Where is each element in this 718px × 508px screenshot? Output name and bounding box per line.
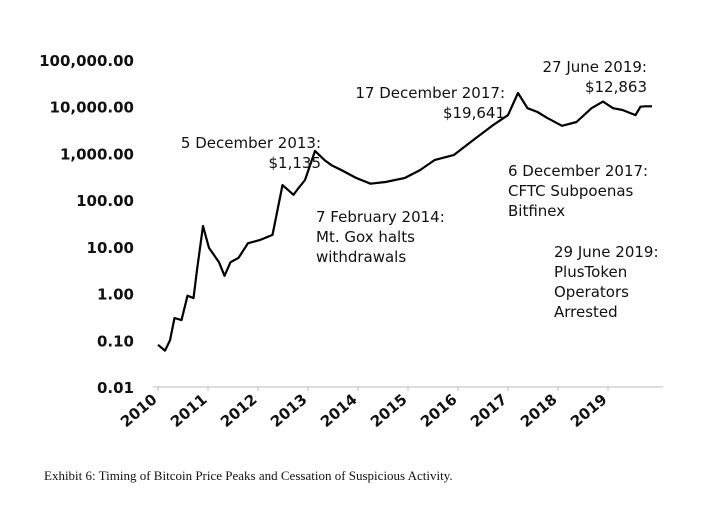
annotation: 27 June 2019:	[542, 58, 647, 76]
annotation: $1,135	[269, 154, 322, 172]
annotation: withdrawals	[316, 248, 406, 266]
caption: Exhibit 6: Timing of Bitcoin Price Peaks…	[44, 468, 453, 483]
annotation: Mt. Gox halts	[316, 228, 415, 246]
annotation: PlusToken	[554, 263, 627, 281]
x-tick-label: 2015	[367, 390, 411, 431]
x-tick-label: 2017	[467, 390, 511, 431]
y-tick-label: 1.00	[97, 286, 134, 304]
y-tick-label: 10,000.00	[50, 99, 134, 117]
annotation: Bitfinex	[508, 202, 565, 220]
y-tick-label: 0.01	[97, 379, 134, 397]
annotation: CFTC Subpoenas	[508, 182, 634, 200]
x-tick-label: 2016	[417, 390, 461, 431]
annotation: Operators	[554, 283, 629, 301]
price-line	[157, 91, 652, 352]
annotation: 7 February 2014:	[316, 208, 445, 226]
x-tick-label: 2012	[217, 390, 261, 431]
x-tick-label: 2013	[267, 390, 311, 431]
annotation: Arrested	[554, 303, 618, 321]
x-tick-label: 2019	[567, 390, 611, 431]
annotation: 5 December 2013:	[181, 134, 321, 152]
annotation: 29 June 2019:	[554, 243, 659, 261]
x-tick-label: 2018	[517, 390, 561, 431]
annotation: 6 December 2017:	[508, 162, 648, 180]
x-tick-label: 2014	[317, 390, 361, 431]
y-tick-label: 100,000.00	[39, 52, 134, 70]
annotation: $12,863	[585, 78, 647, 96]
y-tick-label: 1,000.00	[60, 145, 134, 163]
annotation: $19,641	[443, 104, 505, 122]
x-tick-label: 2011	[167, 390, 211, 431]
annotation: 17 December 2017:	[355, 84, 505, 102]
y-tick-label: 100.00	[76, 192, 134, 210]
y-tick-label: 0.10	[97, 332, 134, 350]
y-tick-label: 10.00	[87, 239, 134, 257]
